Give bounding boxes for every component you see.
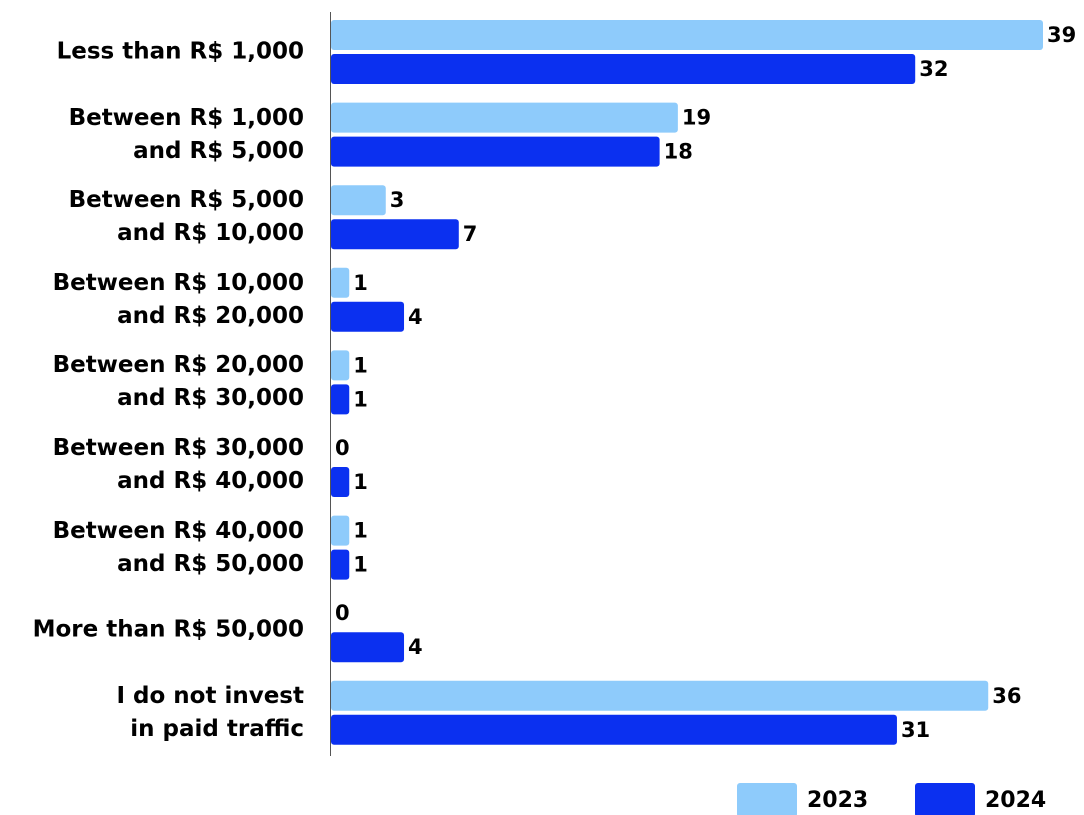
value-label: 32: [919, 57, 948, 81]
bar: [331, 384, 350, 415]
bar: [331, 301, 405, 332]
category-label: Between R$ 5,000 and R$ 10,000: [68, 187, 304, 247]
category-label: More than R$ 50,000: [32, 616, 304, 643]
category-label: Between R$ 10,000 and R$ 20,000: [52, 269, 304, 329]
category-label: I do not invest in paid traffic: [116, 682, 304, 742]
value-label: 7: [463, 222, 478, 246]
value-label: 0: [335, 601, 350, 625]
bar: [331, 267, 350, 298]
legend-label: 2024: [985, 788, 1046, 813]
bar: [331, 714, 897, 745]
value-label: 36: [992, 684, 1021, 708]
value-label: 4: [408, 635, 423, 659]
bar: [331, 102, 678, 133]
bar: [331, 549, 350, 580]
value-label: 1: [353, 353, 368, 377]
legend-swatch: [737, 783, 797, 815]
value-label: 18: [664, 140, 693, 164]
value-label: 31: [901, 718, 930, 742]
bar: [331, 54, 916, 84]
value-label: 1: [353, 470, 368, 494]
bar: [331, 350, 350, 381]
category-label: Between R$ 20,000 and R$ 30,000: [52, 352, 304, 412]
category-label: Less than R$ 1,000: [56, 38, 304, 65]
bar: [331, 632, 405, 663]
category-label: Between R$ 30,000 and R$ 40,000: [52, 435, 304, 494]
value-label: 3: [390, 188, 405, 212]
bar: [331, 136, 660, 167]
bar: [331, 219, 459, 250]
value-label: 1: [353, 553, 368, 577]
value-label: 0: [335, 436, 350, 460]
bar: [331, 680, 989, 711]
value-label: 4: [408, 305, 423, 329]
value-label: 1: [353, 519, 368, 543]
legend-label: 2023: [807, 788, 868, 813]
bar: [331, 185, 386, 216]
bar: [331, 515, 350, 546]
value-label: 39: [1047, 23, 1076, 47]
bar: [331, 467, 350, 497]
legend-swatch: [915, 783, 975, 815]
value-label: 1: [353, 387, 368, 411]
category-label: Between R$ 1,000 and R$ 5,000: [68, 104, 304, 164]
value-label: 1: [353, 271, 368, 295]
category-label: Between R$ 40,000 and R$ 50,000: [52, 517, 304, 577]
value-label: 19: [682, 106, 711, 130]
bar: [331, 20, 1043, 50]
